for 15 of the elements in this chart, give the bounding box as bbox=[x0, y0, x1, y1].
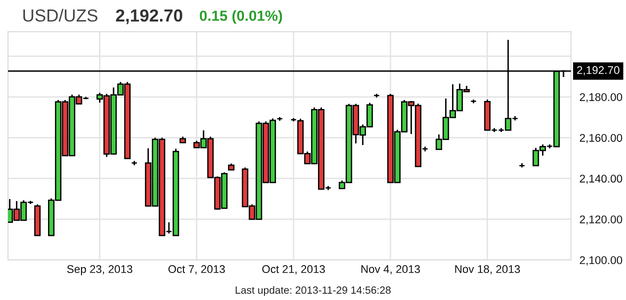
y-tick-label: 2,160.00 bbox=[580, 134, 622, 144]
x-tick-label: Oct 21, 2013 bbox=[262, 265, 325, 274]
text: 0.15 (0.01%) bbox=[200, 10, 282, 24]
chart-title: USD/UZS bbox=[23, 8, 98, 22]
ref-line-label: 2,192.70 bbox=[577, 66, 620, 76]
y-tick-label: 2,140.00 bbox=[580, 174, 622, 184]
x-tick-label: Oct 7, 2013 bbox=[168, 265, 225, 274]
x-tick-label: Sep 23, 2013 bbox=[67, 265, 132, 276]
text: 2,192.70 bbox=[116, 9, 182, 24]
y-tick-label: 2,100.00 bbox=[580, 256, 622, 266]
x-tick-label: Nov 4, 2013 bbox=[361, 265, 420, 274]
y-tick-label: 2,180.00 bbox=[580, 93, 622, 102]
x-tick-label: Nov 18, 2013 bbox=[455, 265, 520, 274]
text: Last update: 2013-11-29 14:56:28 bbox=[236, 286, 391, 296]
y-tick-label: 2,120.00 bbox=[580, 216, 622, 225]
